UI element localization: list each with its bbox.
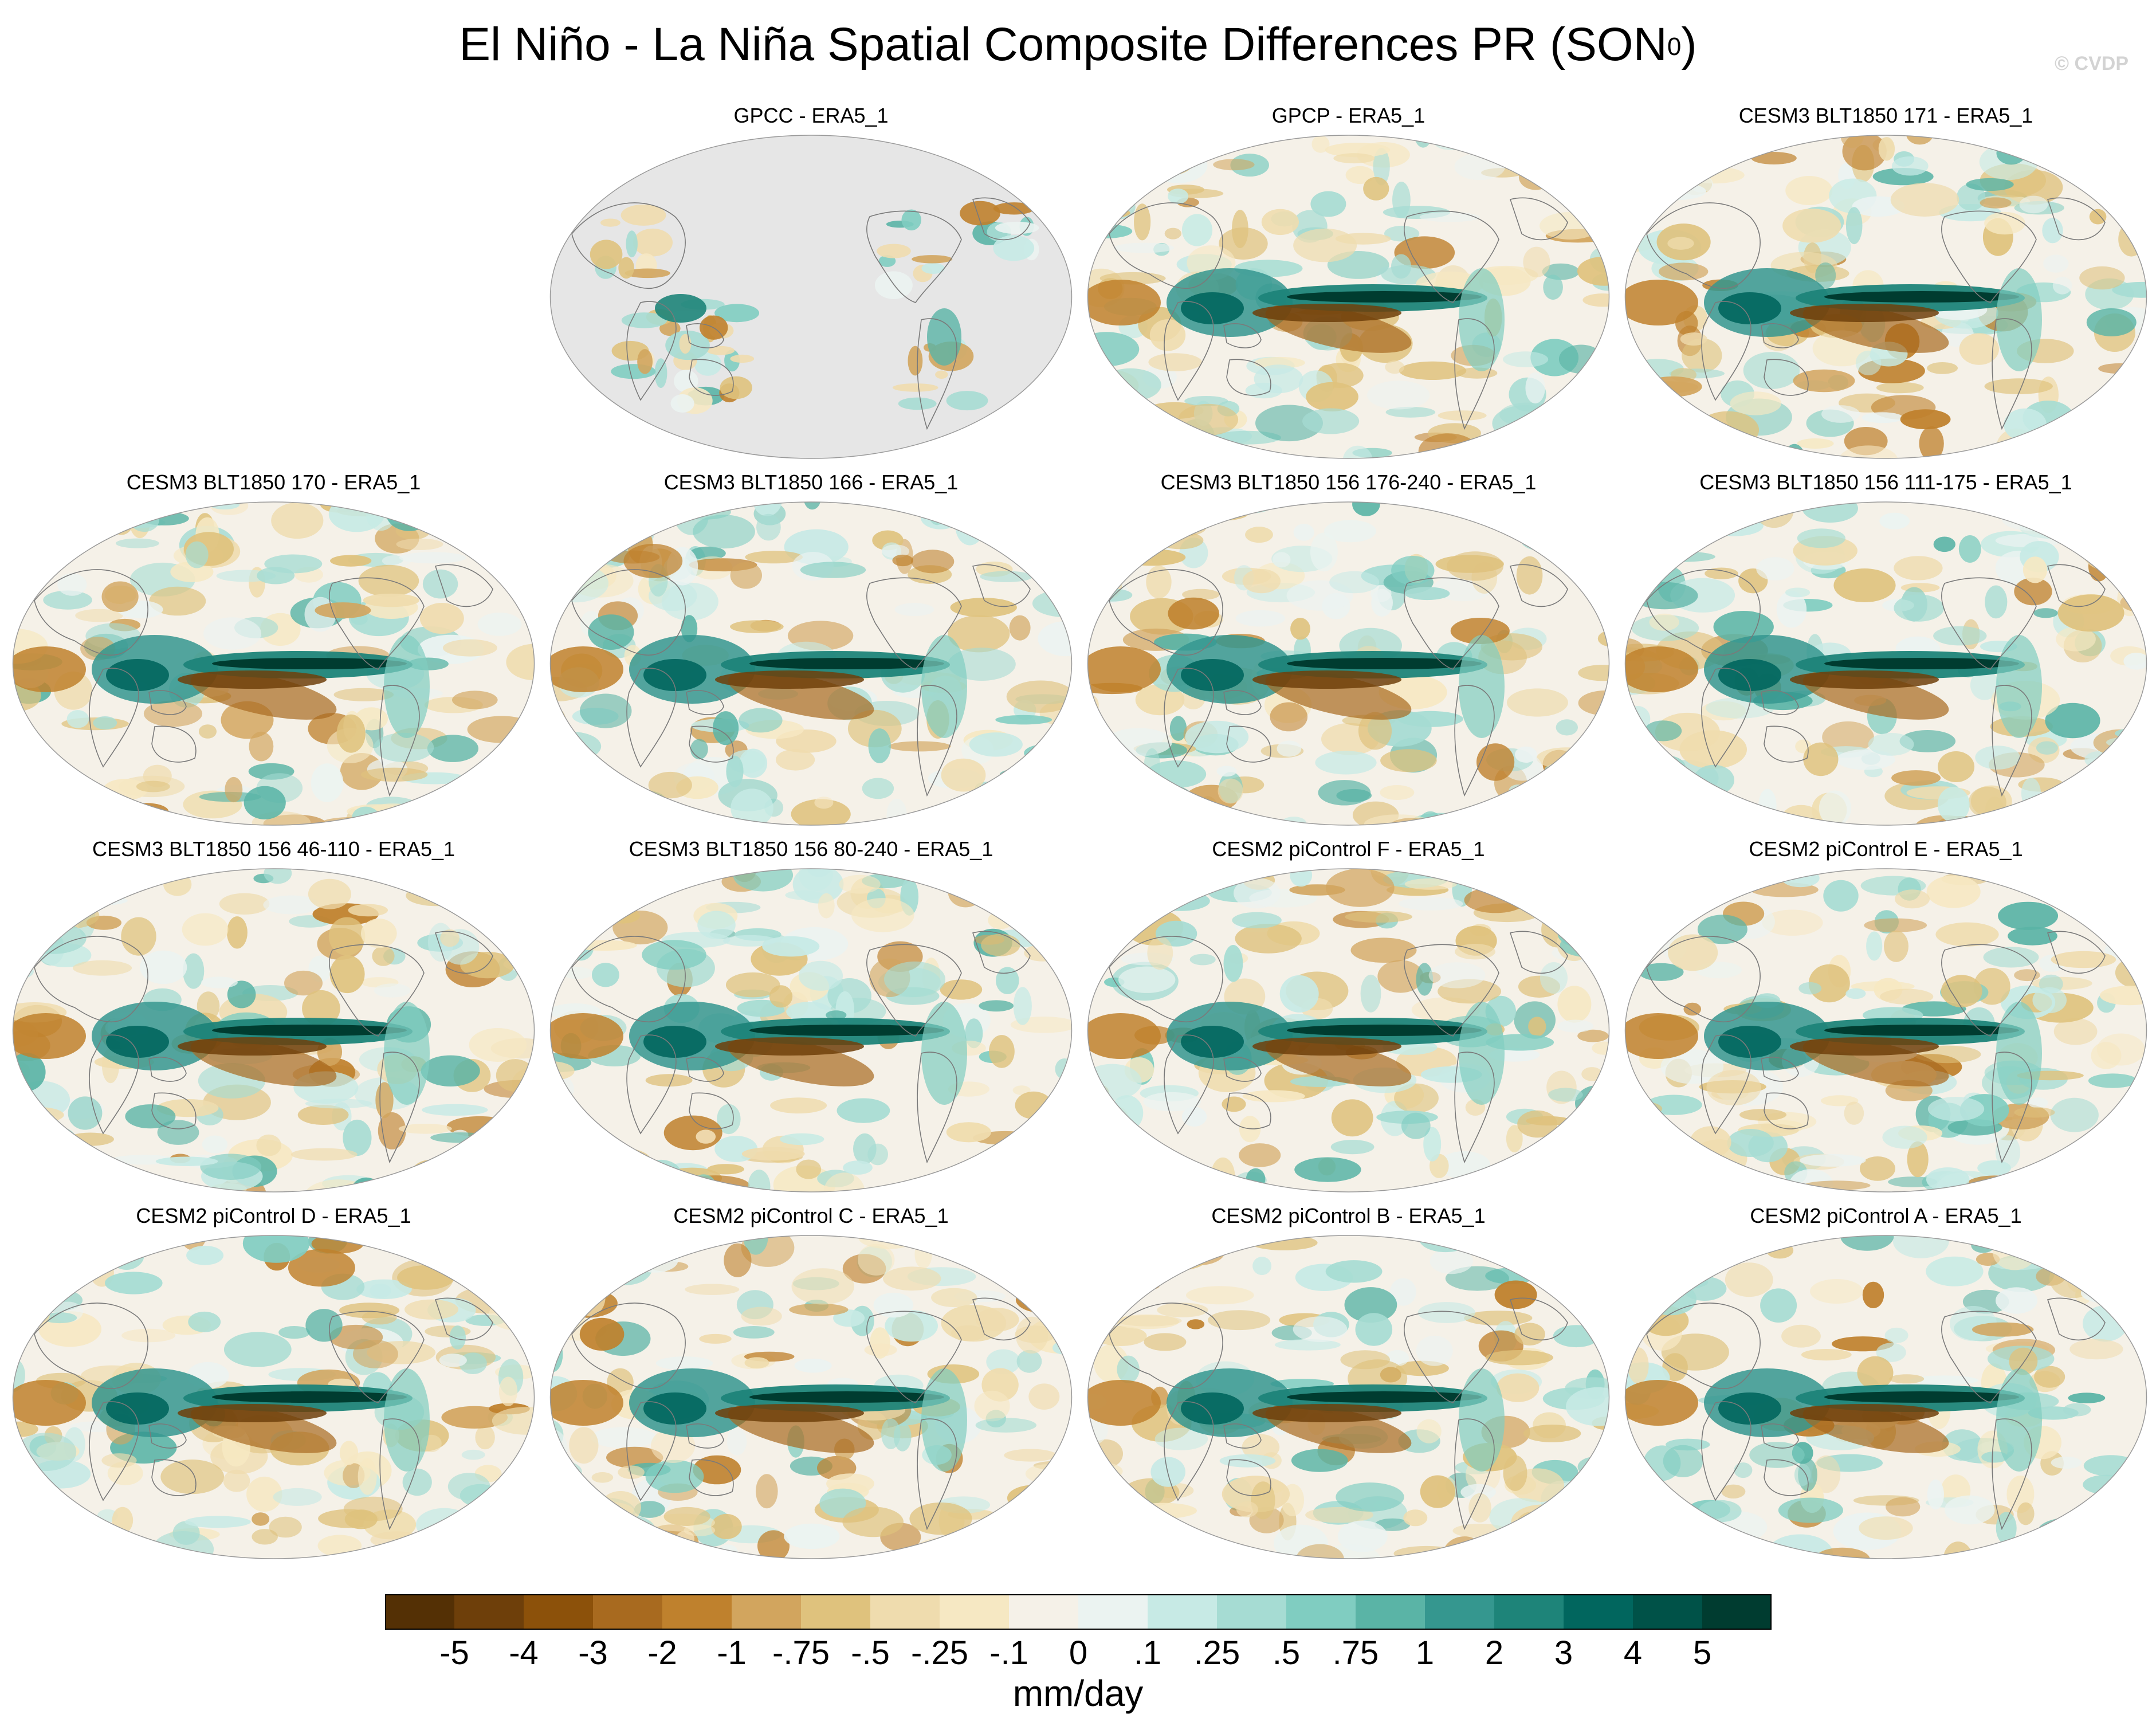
map-panel: CESM3 BLT1850 156 46-110 - ERA5_1 [11, 837, 536, 1203]
panel-title: CESM2 piControl F - ERA5_1 [1212, 837, 1485, 861]
colorbar-swatch [385, 1594, 455, 1630]
colorbar-swatch [801, 1594, 871, 1630]
colorbar-tick-label: 1 [1415, 1634, 1435, 1672]
map-6 [1087, 501, 1610, 826]
map-panel: CESM2 piControl E - ERA5_1 [1624, 837, 2148, 1203]
map-panel: CESM2 piControl B - ERA5_1 [1086, 1203, 1611, 1570]
map-panel: CESM3 BLT1850 156 176-240 - ERA5_1 [1086, 470, 1611, 837]
colorbar-swatch [1564, 1594, 1633, 1630]
colorbar-swatch [1009, 1594, 1079, 1630]
colorbar-swatch [454, 1594, 524, 1630]
colorbar-tick-label: -.75 [772, 1634, 830, 1672]
colorbar-tick-label: -5 [439, 1634, 469, 1672]
map-11 [1624, 868, 2147, 1192]
colorbar-swatch [1702, 1594, 1772, 1630]
colorbar-swatch [732, 1594, 802, 1630]
panel-title: CESM3 BLT1850 156 46-110 - ERA5_1 [92, 837, 455, 861]
map-panel: GPCC - ERA5_1 [549, 103, 1073, 470]
panel-title: CESM2 piControl B - ERA5_1 [1211, 1204, 1486, 1227]
panel-title: GPCC - ERA5_1 [733, 104, 889, 127]
map-panel: CESM3 BLT1850 156 80-240 - ERA5_1 [549, 837, 1073, 1203]
map-panel: CESM3 BLT1850 170 - ERA5_1 [11, 470, 536, 837]
map-14 [1087, 1235, 1610, 1559]
panel-title: CESM3 BLT1850 156 80-240 - ERA5_1 [629, 837, 993, 861]
panel-title: GPCP - ERA5_1 [1271, 104, 1425, 127]
colorbar-units: mm/day [1012, 1673, 1144, 1714]
map-13 [549, 1235, 1073, 1559]
figure-title: El Niño - La Niña Spatial Composite Diff… [459, 18, 1697, 70]
map-5 [549, 501, 1073, 826]
map-panel: CESM2 piControl F - ERA5_1 [1086, 837, 1611, 1203]
colorbar-tick-label: -.5 [851, 1634, 890, 1672]
colorbar-tick-label: 3 [1554, 1634, 1573, 1672]
colorbar-swatch [1286, 1594, 1356, 1630]
colorbar-tick-label: -1 [717, 1634, 747, 1672]
colorbar-tick-label: .75 [1332, 1634, 1379, 1672]
panel-title: CESM2 piControl C - ERA5_1 [673, 1204, 949, 1227]
colorbar-tick-label: -4 [509, 1634, 539, 1672]
colorbar-swatch [1633, 1594, 1703, 1630]
map-panel: CESM3 BLT1850 156 111-175 - ERA5_1 [1624, 470, 2148, 837]
colorbar-tick-label: 0 [1069, 1634, 1088, 1672]
colorbar-swatch [662, 1594, 732, 1630]
panel-title: CESM3 BLT1850 171 - ERA5_1 [1738, 104, 2033, 127]
map-12 [12, 1235, 535, 1559]
colorbar-swatch [1217, 1594, 1287, 1630]
panel-title: CESM2 piControl E - ERA5_1 [1749, 837, 2023, 861]
watermark: © CVDP [2055, 53, 2128, 74]
panel-title: CESM2 piControl A - ERA5_1 [1750, 1204, 2022, 1227]
map-panel: CESM2 piControl C - ERA5_1 [549, 1203, 1073, 1570]
map-panel: GPCP - ERA5_1 [1086, 103, 1611, 470]
map-panel: CESM2 piControl A - ERA5_1 [1624, 1203, 2148, 1570]
colorbar-tick-label: .5 [1272, 1634, 1301, 1672]
panel-title: CESM2 piControl D - ERA5_1 [136, 1204, 411, 1227]
colorbar-tick-label: -3 [578, 1634, 608, 1672]
colorbar-tick-label: -.1 [989, 1634, 1028, 1672]
colorbar [385, 1594, 1772, 1630]
colorbar-tick-label: 4 [1623, 1634, 1643, 1672]
colorbar-swatch [1356, 1594, 1425, 1630]
panel-title: CESM3 BLT1850 156 176-240 - ERA5_1 [1160, 470, 1537, 494]
map-8 [12, 868, 535, 1192]
colorbar-swatch [1078, 1594, 1148, 1630]
map-3 [1624, 135, 2147, 459]
colorbar-swatch [940, 1594, 1010, 1630]
panel-title: CESM3 BLT1850 166 - ERA5_1 [663, 470, 959, 494]
colorbar-swatch [593, 1594, 663, 1630]
colorbar-tick-label: .25 [1193, 1634, 1240, 1672]
colorbar-swatch [1148, 1594, 1218, 1630]
map-panel: CESM3 BLT1850 166 - ERA5_1 [549, 470, 1073, 837]
map-panel: CESM3 BLT1850 171 - ERA5_1 [1624, 103, 2148, 470]
colorbar-tick-label: -.25 [911, 1634, 968, 1672]
panel-title: CESM3 BLT1850 170 - ERA5_1 [126, 470, 421, 494]
map-10 [1087, 868, 1610, 1192]
colorbar-tick-label: .1 [1133, 1634, 1162, 1672]
colorbar-swatch [524, 1594, 594, 1630]
colorbar-tick-label: 5 [1692, 1634, 1712, 1672]
map-1 [549, 135, 1073, 459]
colorbar-tick-label: 2 [1485, 1634, 1504, 1672]
colorbar-swatch [870, 1594, 940, 1630]
map-2 [1087, 135, 1610, 459]
colorbar-swatch [1425, 1594, 1495, 1630]
map-panel: CESM2 piControl D - ERA5_1 [11, 1203, 536, 1570]
map-15 [1624, 1235, 2147, 1559]
map-9 [549, 868, 1073, 1192]
colorbar-swatch [1494, 1594, 1564, 1630]
panel-title: CESM3 BLT1850 156 111-175 - ERA5_1 [1699, 470, 2072, 494]
colorbar-tick-label: -2 [647, 1634, 677, 1672]
map-7 [1624, 501, 2147, 826]
map-4 [12, 501, 535, 826]
